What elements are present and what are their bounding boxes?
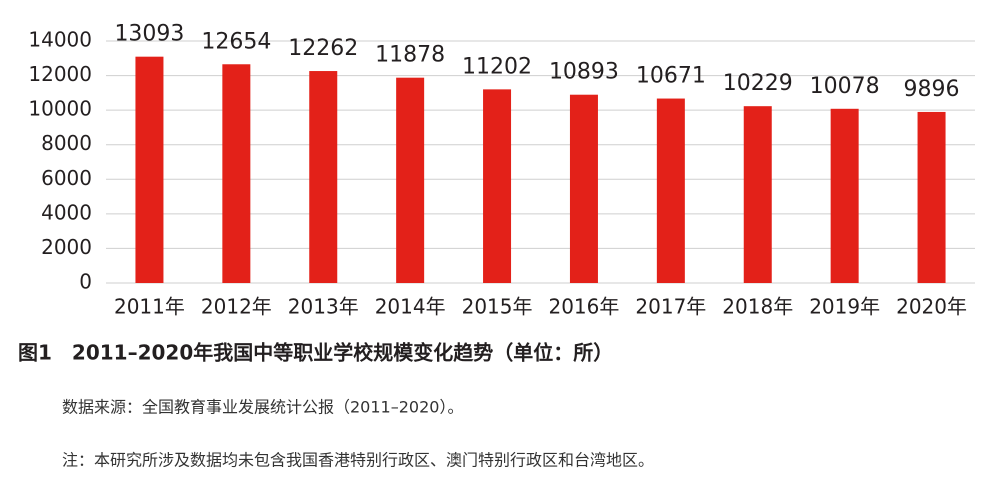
x-tick-label: 2016年 [548, 295, 619, 319]
y-tick-label: 10000 [28, 97, 92, 121]
value-label: 10229 [723, 71, 793, 96]
bar [309, 71, 338, 283]
value-label: 11202 [462, 54, 532, 79]
x-tick-label: 2017年 [635, 295, 706, 319]
bar [483, 89, 512, 284]
y-tick-label: 4000 [41, 200, 92, 224]
bar [135, 56, 164, 283]
x-tick-label: 2018年 [722, 295, 793, 319]
x-tick-label: 2013年 [288, 295, 359, 319]
value-label: 10078 [810, 74, 880, 99]
value-label: 12262 [288, 36, 358, 61]
note: 注：本研究所涉及数据均未包含我国香港特别行政区、澳门特别行政区和台湾地区。 [62, 451, 654, 470]
caption: 图1 2011–2020年我国中等职业学校规模变化趋势（单位：所） [18, 341, 613, 365]
bar [222, 64, 251, 283]
value-label: 12654 [201, 29, 271, 54]
value-label: 9896 [904, 77, 960, 102]
bar [917, 111, 946, 283]
y-tick-label: 0 [79, 270, 92, 294]
x-tick-label: 2020年 [896, 295, 967, 319]
y-tick-label: 6000 [41, 166, 92, 190]
x-tick-label: 2014年 [375, 295, 446, 319]
bar [569, 94, 598, 283]
x-tick-label: 2015年 [462, 295, 533, 319]
x-tick-label: 2019年 [809, 295, 880, 319]
y-tick-label: 14000 [28, 28, 92, 52]
y-tick-label: 12000 [28, 62, 92, 86]
value-label: 13093 [114, 22, 184, 47]
bar [743, 106, 772, 284]
x-tick-label: 2012年 [201, 295, 272, 319]
bar [656, 98, 685, 283]
value-label: 10893 [549, 60, 619, 85]
bar [830, 108, 859, 283]
source: 数据来源：全国教育事业发展统计公报（2011–2020）。 [62, 398, 463, 417]
value-label: 10671 [636, 64, 706, 89]
x-tick-label: 2011年 [114, 295, 185, 319]
value-label: 11878 [375, 43, 445, 68]
y-tick-label: 2000 [41, 235, 92, 259]
y-tick-label: 8000 [41, 131, 92, 155]
bar [396, 77, 425, 283]
